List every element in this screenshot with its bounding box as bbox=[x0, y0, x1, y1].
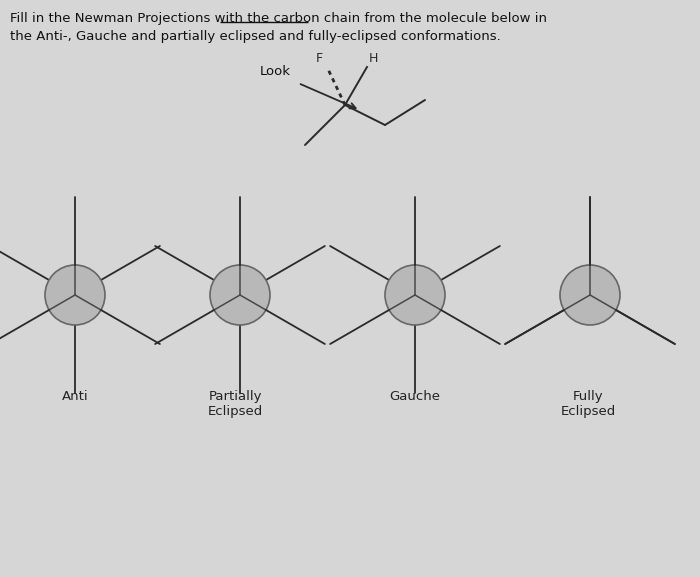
Ellipse shape bbox=[210, 265, 270, 325]
Text: Gauche: Gauche bbox=[389, 390, 440, 403]
Text: Fill in the Newman Projections with the carbon chain from the molecule below in: Fill in the Newman Projections with the … bbox=[10, 12, 547, 25]
Text: Partially
Eclipsed: Partially Eclipsed bbox=[207, 390, 262, 418]
Text: Anti: Anti bbox=[62, 390, 88, 403]
Text: Look: Look bbox=[260, 65, 291, 78]
Ellipse shape bbox=[45, 265, 105, 325]
Text: F: F bbox=[316, 52, 323, 65]
Ellipse shape bbox=[385, 265, 445, 325]
Text: Fully
Eclipsed: Fully Eclipsed bbox=[561, 390, 615, 418]
Text: the Anti-, Gauche and partially eclipsed and fully-eclipsed conformations.: the Anti-, Gauche and partially eclipsed… bbox=[10, 30, 500, 43]
Ellipse shape bbox=[560, 265, 620, 325]
Text: H: H bbox=[369, 52, 379, 65]
